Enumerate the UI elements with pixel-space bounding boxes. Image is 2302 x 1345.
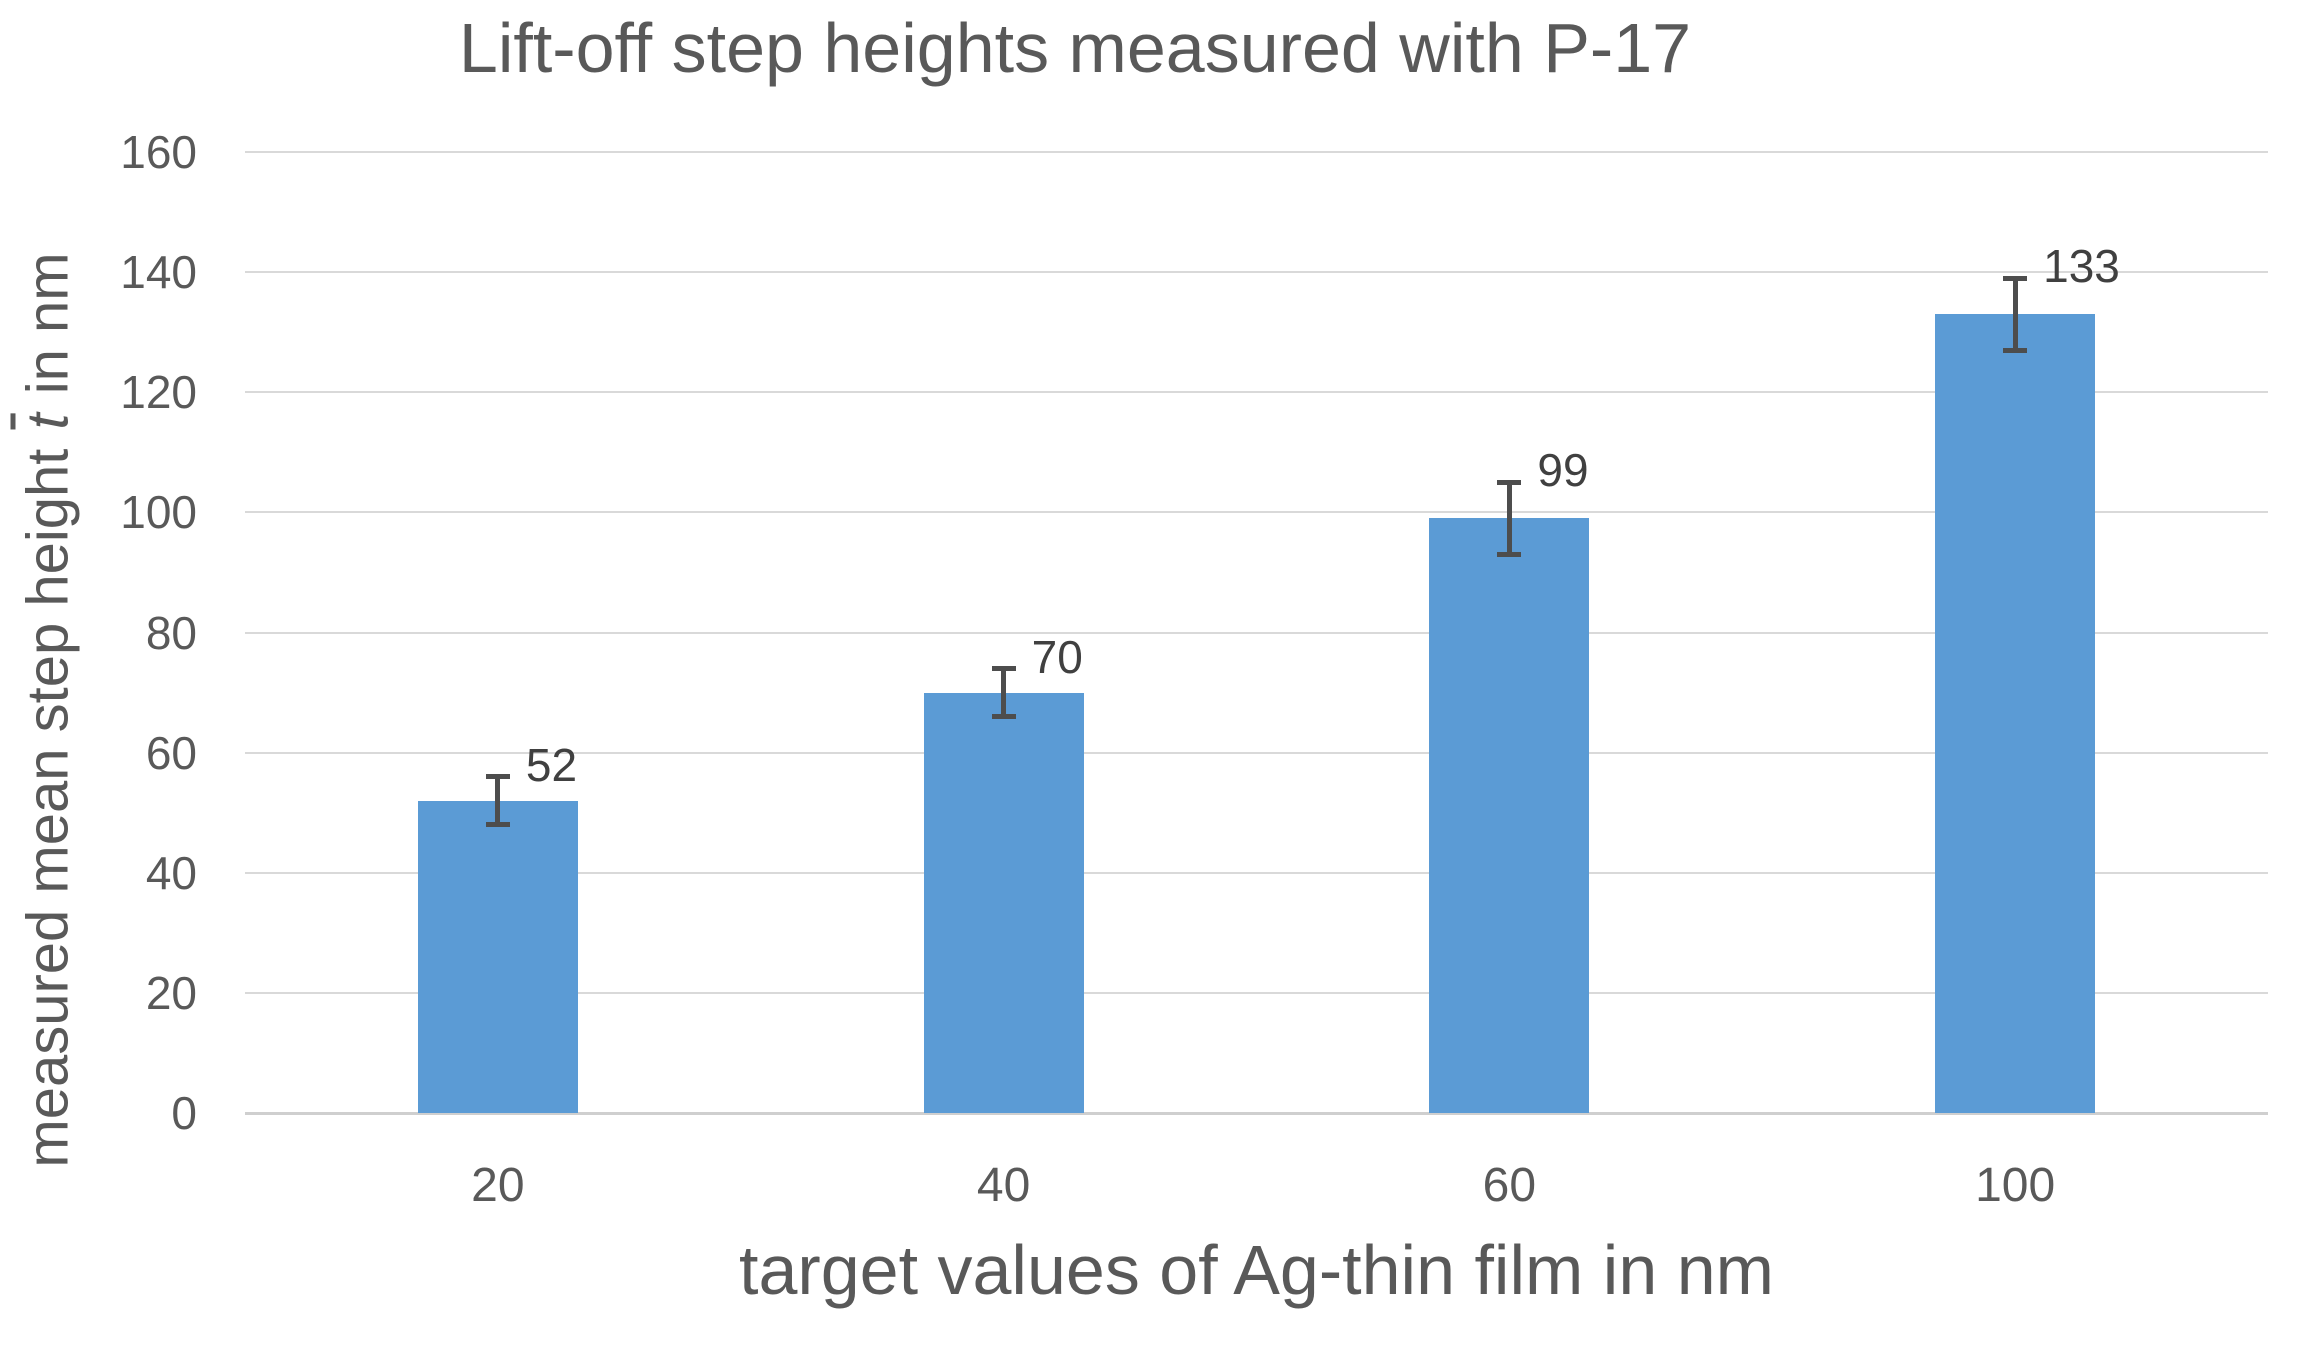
error-bar: [1506, 482, 1512, 555]
x-tick-label: 40: [976, 1159, 1031, 1212]
gridline: [245, 1112, 2268, 1115]
bar: [923, 692, 1084, 1113]
bar: [1935, 314, 2096, 1113]
y-tick-label: 140: [120, 246, 197, 299]
gridline: [245, 751, 2268, 754]
gridline: [245, 511, 2268, 514]
y-tick-label: 80: [145, 606, 197, 659]
y-tick-label: 100: [120, 486, 197, 539]
error-bar-bottom-cap: [1497, 551, 1522, 557]
y-tick-label: 0: [171, 1087, 197, 1139]
gridline: [245, 631, 2268, 634]
error-bar: [495, 776, 501, 825]
y-tick-label: 120: [120, 366, 197, 419]
error-bar-top-cap: [1497, 479, 1522, 485]
gridline: [245, 271, 2268, 274]
gridline: [245, 391, 2268, 394]
y-tick-label: 160: [120, 126, 197, 178]
gridline: [245, 991, 2268, 994]
error-bar: [2012, 278, 2018, 351]
y-axis-title-text: measured mean step height: [15, 432, 81, 1168]
x-tick-label: 100: [1975, 1159, 2056, 1212]
error-bar-bottom-cap: [991, 714, 1016, 720]
error-bar-bottom-cap: [485, 822, 510, 828]
bar: [1429, 518, 1590, 1113]
gridline: [245, 151, 2268, 153]
data-label: 52: [525, 738, 578, 791]
y-tick-label: 60: [145, 726, 197, 779]
error-bar-top-cap: [485, 774, 510, 780]
data-label: 70: [1031, 630, 1083, 683]
error-bar-top-cap: [991, 666, 1016, 672]
error-bar-bottom-cap: [2003, 347, 2028, 353]
x-tick-label: 20: [471, 1159, 525, 1212]
error-bar-top-cap: [2003, 275, 2028, 281]
y-tick-label: 20: [145, 966, 197, 1019]
y-tick-label: 40: [145, 846, 197, 899]
data-label: 133: [2043, 240, 2120, 293]
bar: [417, 800, 578, 1113]
error-bar: [1001, 668, 1007, 717]
gridline: [245, 871, 2268, 874]
chart-title: Lift-off step heights measured with P-17: [458, 9, 1692, 87]
x-tick-label: 60: [1482, 1159, 1537, 1212]
data-label: 99: [1537, 444, 1589, 497]
x-axis-title: target values of Ag-thin film in nm: [739, 1231, 1774, 1309]
